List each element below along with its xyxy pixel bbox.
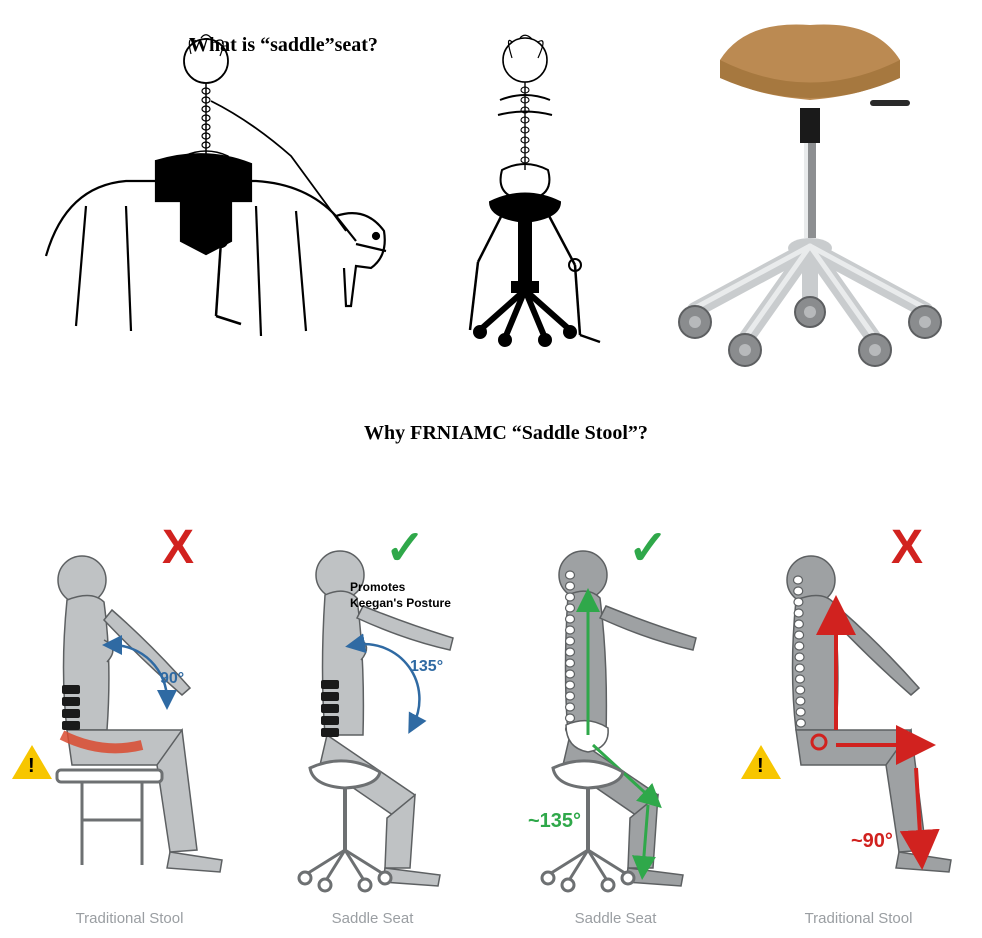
- posture-panel-p1: X 90°: [12, 520, 247, 900]
- posture-panel-p4: X ~90°: [741, 520, 976, 900]
- angle-arc: [82, 630, 202, 755]
- angle-label: 90°: [160, 670, 184, 688]
- illustration-horse-rider: [6, 6, 406, 346]
- heading-why: Why FRNIAMC “Saddle Stool”?: [364, 422, 648, 445]
- cross-icon: X: [891, 520, 923, 575]
- angle-label: ~135°: [528, 810, 581, 833]
- angle-label: ~90°: [851, 830, 893, 853]
- posture-panel-p3: ✓ ~135°: [498, 520, 733, 900]
- panel-caption: Traditional Stool: [741, 910, 976, 927]
- illustration-skeleton-on-stool: [420, 30, 630, 350]
- angle-label: 135°: [410, 658, 443, 676]
- check-icon: ✓: [628, 520, 668, 576]
- panel-caption: Traditional Stool: [12, 910, 247, 927]
- posture-panel-p2: ✓ PromotesKeegan's Posture 135°: [255, 520, 490, 900]
- check-icon: ✓: [385, 520, 425, 576]
- product-image-saddle-stool: [650, 0, 970, 370]
- angle-arc: [325, 630, 445, 755]
- panel-caption: Saddle Seat: [255, 910, 490, 927]
- warning-icon: [12, 745, 52, 779]
- panel-caption: Saddle Seat: [498, 910, 733, 927]
- promotes-label: PromotesKeegan's Posture: [350, 580, 451, 611]
- warning-icon: [741, 745, 781, 779]
- cross-icon: X: [162, 520, 194, 575]
